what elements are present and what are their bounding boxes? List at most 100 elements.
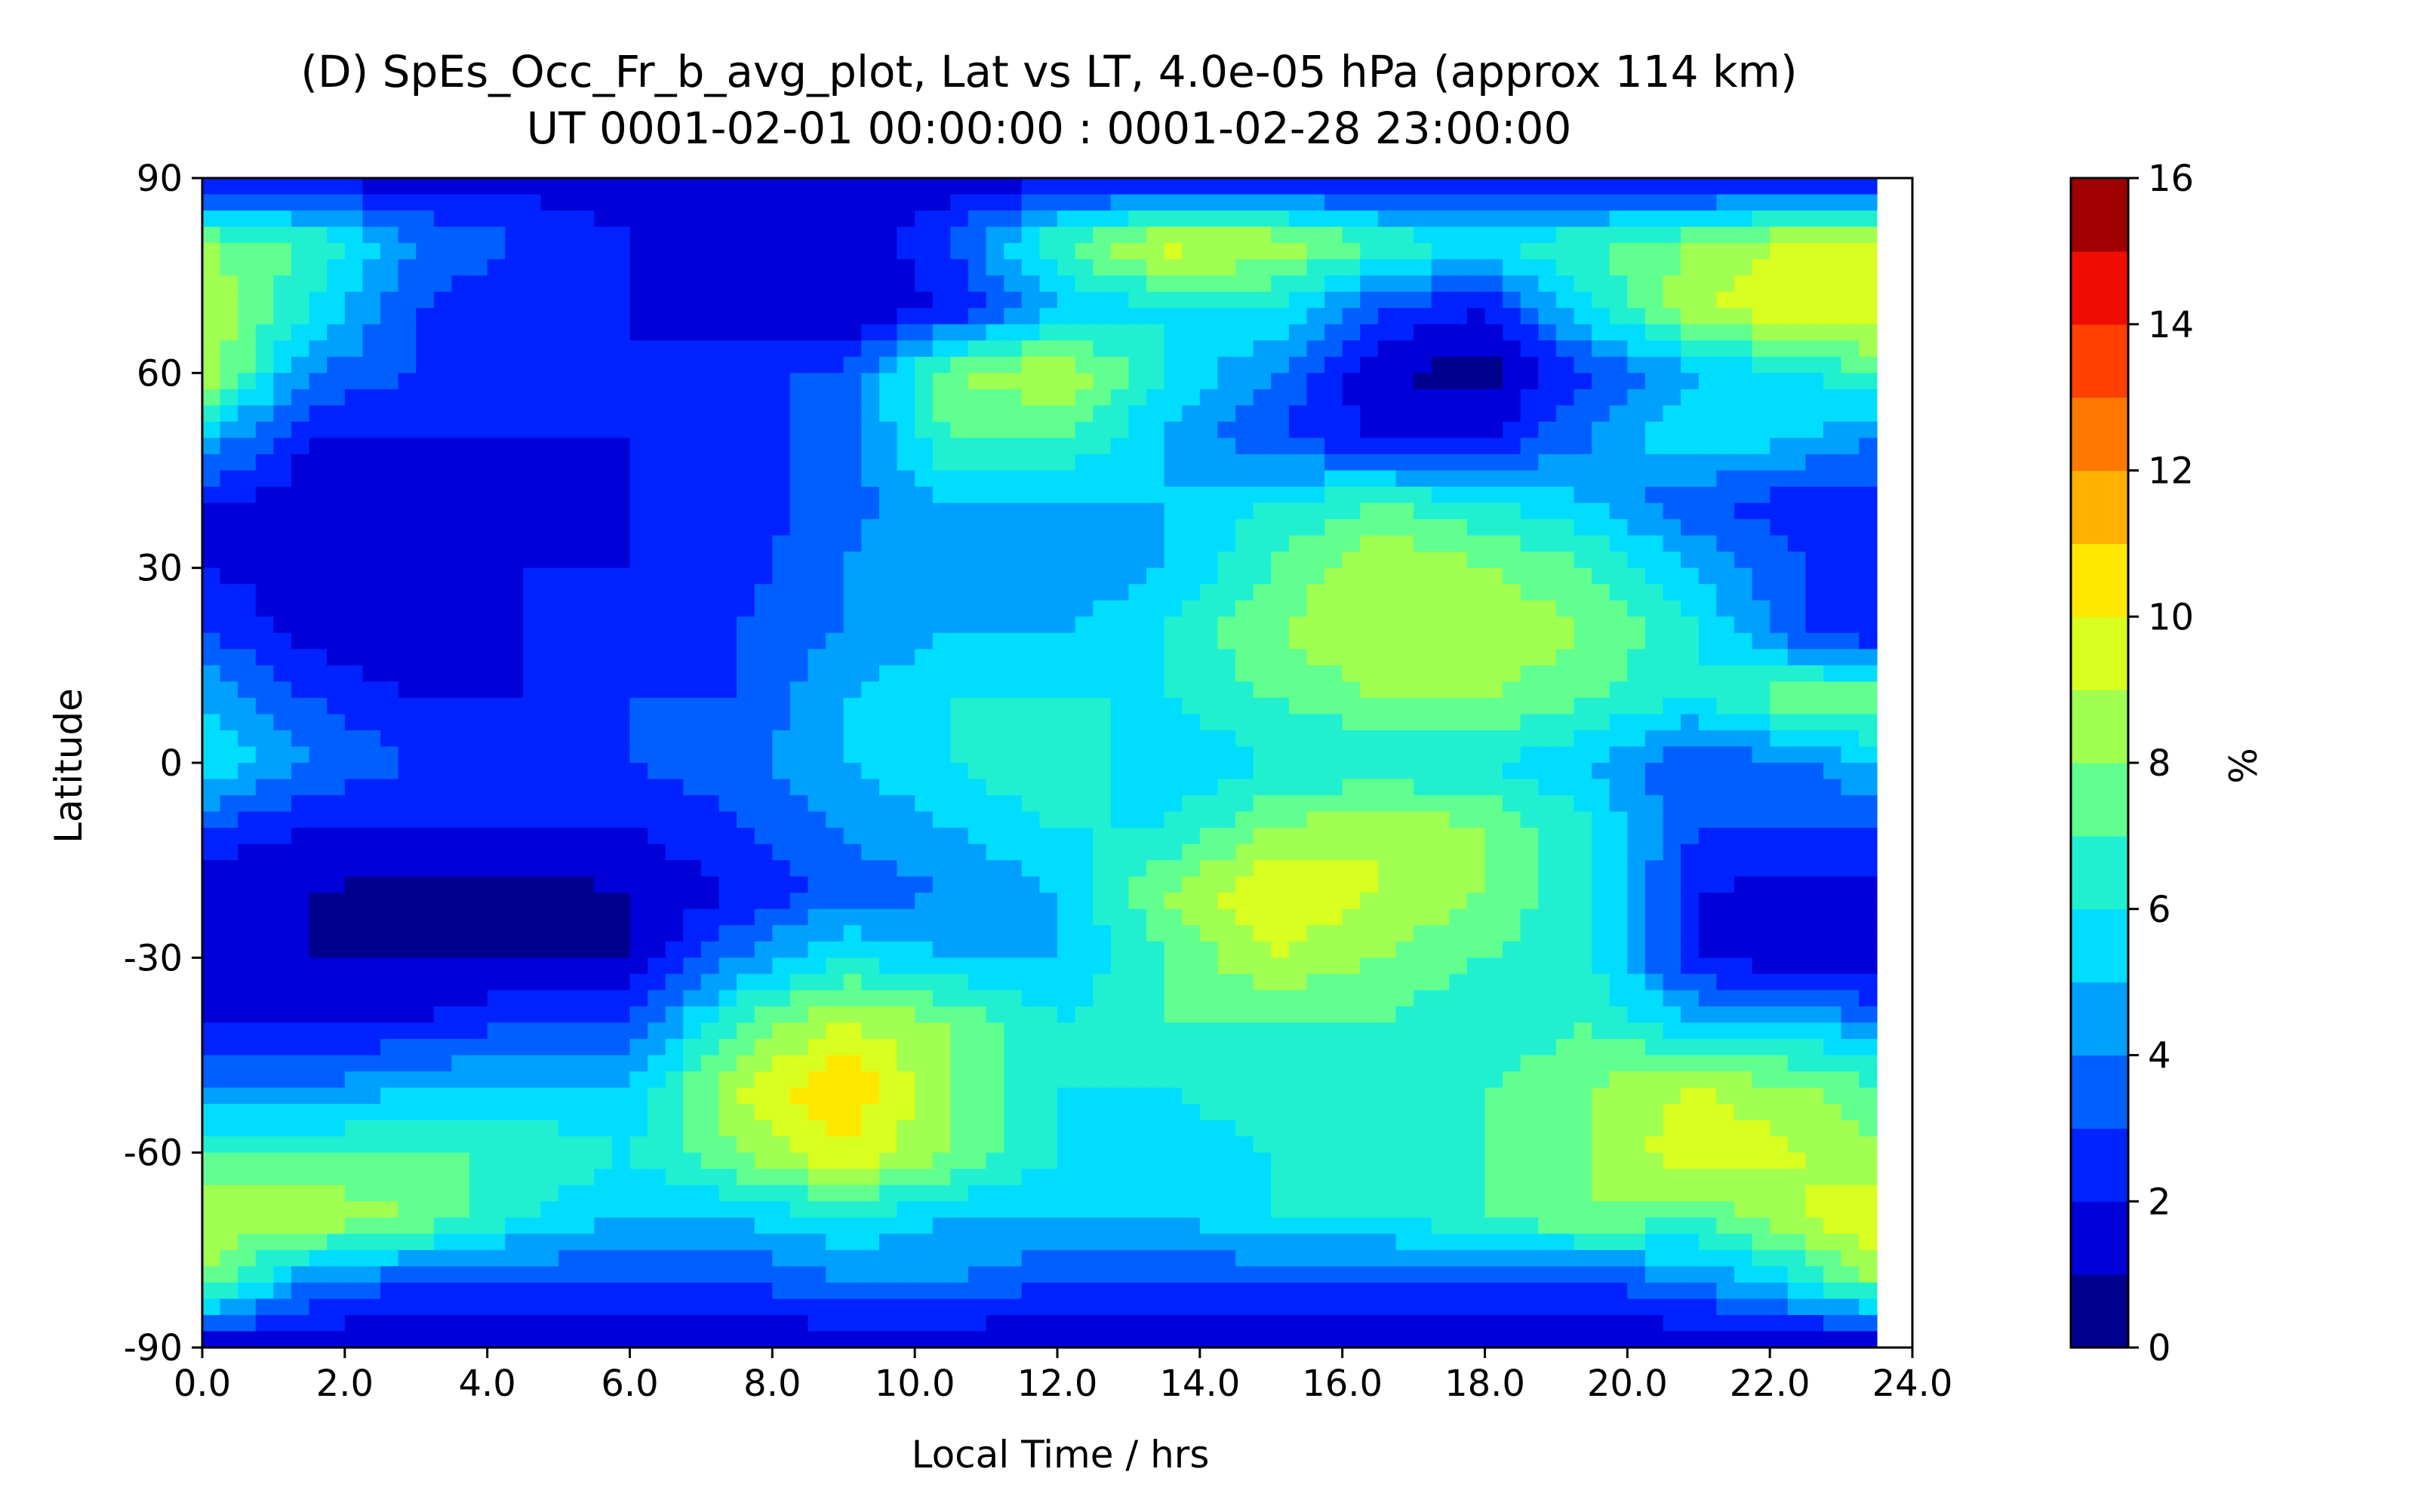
heatmap-cell (433, 243, 453, 260)
heatmap-cell (1520, 243, 1540, 260)
heatmap-cell (1217, 795, 1236, 813)
heatmap-cell (878, 681, 898, 699)
heatmap-cell (1503, 373, 1521, 390)
heatmap-cell (487, 453, 506, 472)
heatmap-cell (1377, 226, 1397, 244)
heatmap-cell (1128, 714, 1147, 731)
heatmap-cell (1057, 908, 1076, 927)
heatmap-cell (1021, 730, 1041, 748)
heatmap-cell (1414, 828, 1432, 845)
heatmap-cell (1146, 470, 1165, 487)
heatmap-cell (1324, 324, 1343, 342)
heatmap-cell (1503, 324, 1521, 342)
heatmap-cell (540, 1006, 559, 1024)
heatmap-cell (469, 373, 488, 390)
heatmap-cell (433, 356, 453, 374)
heatmap-cell (968, 356, 987, 374)
heatmap-cell (915, 340, 934, 358)
heatmap-cell (1306, 957, 1325, 975)
heatmap-cell (1182, 860, 1201, 877)
heatmap-cell (1217, 1022, 1236, 1040)
heatmap-cell (629, 990, 648, 1007)
heatmap-cell (1538, 957, 1557, 975)
heatmap-cell (1253, 1022, 1272, 1040)
heatmap-cell (1466, 356, 1486, 374)
heatmap-cell (1217, 600, 1236, 618)
heatmap-cell (416, 697, 435, 715)
heatmap-cell (469, 779, 488, 796)
heatmap-cell (1592, 681, 1611, 699)
heatmap-cell (1859, 584, 1878, 601)
heatmap-cell (1360, 584, 1379, 601)
heatmap-cell (469, 502, 488, 520)
heatmap-cell (1057, 665, 1076, 683)
heatmap-cell (1574, 746, 1592, 764)
heatmap-cell (327, 421, 346, 439)
heatmap-cell (1520, 470, 1540, 487)
heatmap-cell (1752, 502, 1770, 520)
heatmap-cell (540, 600, 559, 618)
heatmap-cell (1734, 632, 1753, 650)
heatmap-cell (1128, 681, 1147, 699)
heatmap-cell (1199, 291, 1219, 309)
heatmap-cell (1627, 730, 1646, 748)
heatmap-cell (540, 405, 559, 423)
heatmap-cell (1342, 811, 1361, 828)
heatmap-cell (1021, 502, 1041, 520)
heatmap-cell (754, 178, 774, 195)
heatmap-cell (1199, 438, 1219, 455)
heatmap-cell (1146, 226, 1165, 244)
heatmap-cell (1057, 941, 1076, 959)
heatmap-cell (1164, 470, 1183, 487)
heatmap-cell (1288, 746, 1308, 764)
heatmap-cell (487, 243, 506, 260)
heatmap-cell (772, 925, 791, 942)
heatmap-cell (291, 584, 310, 601)
heatmap-cell (1574, 908, 1592, 927)
heatmap-cell (1716, 552, 1735, 569)
heatmap-cell (309, 844, 328, 861)
heatmap-cell (1484, 1022, 1503, 1040)
heatmap-cell (398, 373, 417, 390)
heatmap-cell (968, 600, 987, 618)
heatmap-cell (843, 487, 863, 504)
heatmap-cell (718, 844, 737, 861)
heatmap-cell (255, 226, 275, 244)
heatmap-cell (772, 519, 791, 536)
heatmap-cell (1199, 763, 1219, 780)
heatmap-cell (1271, 275, 1290, 293)
heatmap-cell (309, 763, 328, 780)
heatmap-cell (1663, 844, 1681, 861)
heatmap-cell (1288, 194, 1308, 211)
heatmap-cell (1110, 876, 1130, 894)
heatmap-cell (1377, 308, 1397, 325)
heatmap-cell (1734, 487, 1753, 504)
heatmap-cell (1075, 941, 1094, 959)
heatmap-cell (718, 697, 737, 715)
heatmap-cell (772, 746, 791, 764)
heatmap-cell (1787, 649, 1807, 666)
heatmap-cell (1075, 730, 1094, 748)
heatmap-cell (1182, 681, 1201, 699)
heatmap-cell (1681, 665, 1700, 683)
heatmap-cell (718, 746, 737, 764)
heatmap-cell (1199, 828, 1219, 845)
heatmap-cell (291, 324, 310, 342)
heatmap-cell (1271, 844, 1290, 861)
heatmap-cell (558, 600, 577, 618)
heatmap-cell (522, 763, 542, 780)
heatmap-cell (1057, 632, 1076, 650)
heatmap-cell (1805, 730, 1824, 748)
heatmap-cell (451, 259, 470, 276)
heatmap-cell (522, 860, 542, 877)
heatmap-cell (1039, 893, 1058, 910)
heatmap-cell (629, 973, 648, 991)
heatmap-cell (1431, 487, 1451, 504)
heatmap-cell (950, 600, 969, 618)
heatmap-cell (1164, 584, 1183, 601)
heatmap-cell (629, 194, 648, 211)
heatmap-cell (1128, 178, 1147, 195)
heatmap-cell (344, 893, 364, 910)
heatmap-cell (683, 632, 702, 650)
heatmap-cell (1199, 487, 1219, 504)
